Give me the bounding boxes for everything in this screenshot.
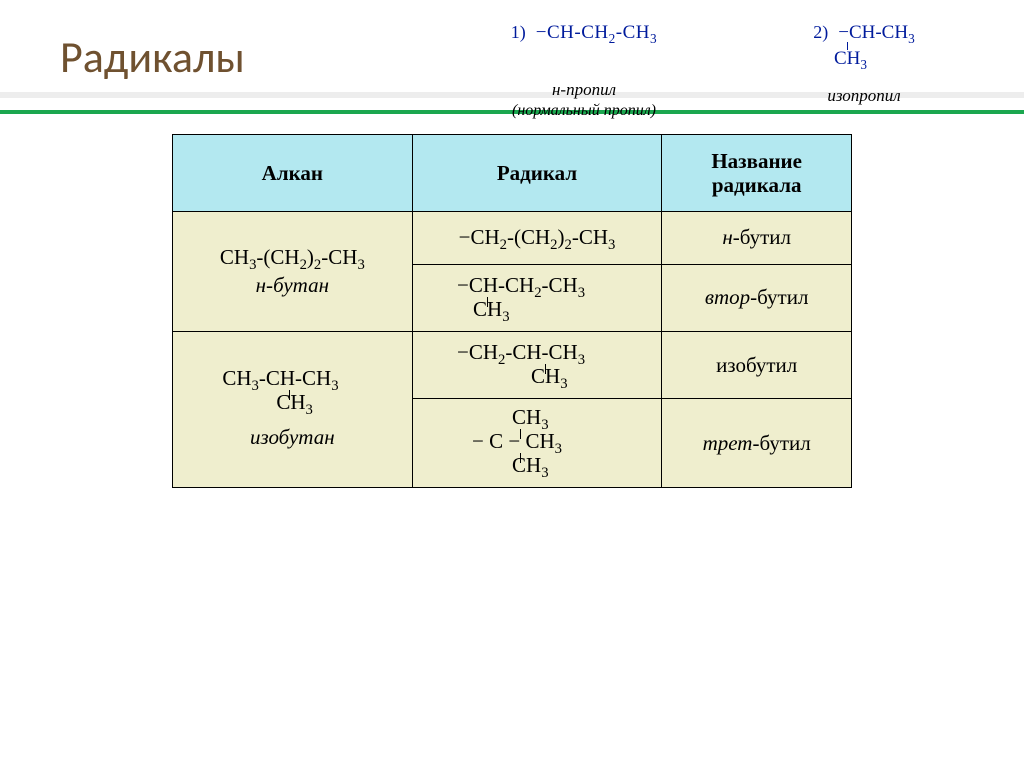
table-row: CH3-CH-CH3 CH3 изобутан −CH2-CH-CH3 bbox=[173, 331, 852, 398]
table-row: CH3-(CH2)2-CH3 н-бутан −CH2-(CH2)2-CH3 н… bbox=[173, 212, 852, 264]
rad2-struct: −CH-CH2-CH3 CH3 bbox=[457, 275, 617, 323]
cell-name-3: изобутил bbox=[662, 331, 852, 398]
example-2-formula: −CH-CH3 bbox=[838, 22, 915, 43]
rad3-struct: −CH2-CH-CH3 CH3 bbox=[457, 342, 617, 390]
cell-radical-4: CH3 − C − CH3 CH3 bbox=[412, 399, 662, 488]
example-2-label: изопропил bbox=[754, 86, 974, 106]
alkane2-name: изобутан bbox=[250, 425, 335, 449]
rad4-struct: CH3 − C − CH3 CH3 bbox=[472, 407, 602, 479]
cell-radical-3: −CH2-CH-CH3 CH3 bbox=[412, 331, 662, 398]
alkane1-formula: CH3-(CH2)2-CH3 bbox=[220, 245, 365, 269]
alkane1-name: н-бутан bbox=[256, 273, 329, 297]
header-radical: Радикал bbox=[412, 135, 662, 212]
cell-name-1: н-бутил bbox=[662, 212, 852, 264]
radicals-table: Алкан Радикал Название радикала CH3-(CH2… bbox=[172, 134, 852, 488]
cell-name-4: трет-бутил bbox=[662, 399, 852, 488]
cell-alkane-1: CH3-(CH2)2-CH3 н-бутан bbox=[173, 212, 413, 332]
example-1-formula: −CH-CH2-CH3 bbox=[536, 22, 657, 43]
header-alkane: Алкан bbox=[173, 135, 413, 212]
example-2-num: 2) bbox=[813, 22, 828, 42]
rad1-formula: −CH2-(CH2)2-CH3 bbox=[459, 225, 616, 249]
example-2-branch: CH3 bbox=[834, 48, 867, 70]
top-examples: 1) −CH-CH2-CH3 н-пропил (нормальный проп… bbox=[414, 22, 974, 122]
example-2: 2) −CH-CH3 CH3 изопропил bbox=[754, 22, 974, 120]
radicals-table-wrap: Алкан Радикал Название радикала CH3-(CH2… bbox=[172, 134, 852, 488]
slide: 1) −CH-CH2-CH3 н-пропил (нормальный проп… bbox=[0, 0, 1024, 768]
cell-radical-1: −CH2-(CH2)2-CH3 bbox=[412, 212, 662, 264]
header-name: Название радикала bbox=[662, 135, 852, 212]
cell-alkane-2: CH3-CH-CH3 CH3 изобутан bbox=[173, 331, 413, 488]
example-1-num: 1) bbox=[511, 22, 526, 42]
table-header-row: Алкан Радикал Название радикала bbox=[173, 135, 852, 212]
cell-name-2: втор-бутил bbox=[662, 264, 852, 331]
example-1-label1: н-пропил (нормальный пропил) bbox=[414, 80, 754, 120]
alkane2-struct: CH3-CH-CH3 CH3 bbox=[222, 368, 362, 416]
example-1: 1) −CH-CH2-CH3 н-пропил (нормальный проп… bbox=[414, 22, 754, 120]
cell-radical-2: −CH-CH2-CH3 CH3 bbox=[412, 264, 662, 331]
